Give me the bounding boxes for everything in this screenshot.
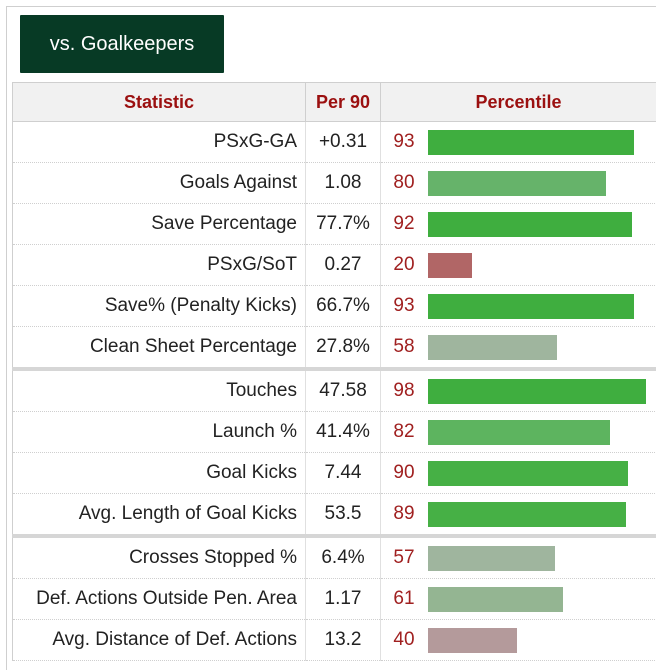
table-row: Save Percentage 77.7% 92: [12, 203, 656, 245]
percentile-cell: 89: [380, 493, 656, 538]
percentile-bar: [428, 420, 610, 445]
percentile-value: 90: [393, 462, 415, 483]
per90-cell: 66.7%: [305, 285, 381, 327]
statistic-cell: Goal Kicks: [12, 452, 306, 494]
percentile-value: 93: [393, 295, 415, 316]
per90-cell: +0.31: [305, 121, 381, 163]
percentile-bar: [428, 294, 634, 319]
percentile-value: 20: [393, 254, 415, 275]
per90-cell: 1.17: [305, 578, 381, 620]
percentile-cell: 58: [380, 326, 656, 371]
header-per90[interactable]: Per 90: [305, 82, 381, 122]
percentile-bar: [428, 546, 555, 571]
percentile-cell: 92: [380, 203, 656, 245]
table-header-row: Statistic Per 90 Percentile: [12, 82, 656, 122]
percentile-cell: 61: [380, 578, 656, 620]
stats-table-body: PSxG-GA +0.31 93 Goals Against 1.08 80 Save Pe…: [12, 121, 656, 661]
statistic-cell: Goals Against: [12, 162, 306, 204]
percentile-cell: 57: [380, 536, 656, 579]
statistic-cell: Touches: [12, 369, 306, 412]
per90-cell: 7.44: [305, 452, 381, 494]
percentile-value: 80: [393, 172, 415, 193]
percentile-bar: [428, 130, 634, 155]
percentile-bar: [428, 502, 626, 527]
table-row: Crosses Stopped % 6.4% 57: [12, 536, 656, 579]
header-percentile[interactable]: Percentile: [380, 82, 656, 122]
percentile-value: 58: [393, 336, 415, 357]
per90-cell: 41.4%: [305, 411, 381, 453]
statistic-cell: Clean Sheet Percentage: [12, 326, 306, 371]
table-row: Goals Against 1.08 80: [12, 162, 656, 204]
statistic-cell: Avg. Distance of Def. Actions: [12, 619, 306, 661]
table-row: PSxG-GA +0.31 93: [12, 121, 656, 163]
percentile-bar: [428, 171, 606, 196]
percentile-cell: 90: [380, 452, 656, 494]
per90-cell: 53.5: [305, 493, 381, 538]
percentile-value: 40: [393, 629, 415, 650]
percentile-cell: 98: [380, 369, 656, 412]
per90-cell: 13.2: [305, 619, 381, 661]
statistic-cell: Save% (Penalty Kicks): [12, 285, 306, 327]
percentile-bar: [428, 335, 557, 360]
percentile-value: 61: [393, 588, 415, 609]
percentile-value: 98: [393, 380, 415, 401]
table-row: Touches 47.58 98: [12, 369, 656, 412]
table-row: Launch % 41.4% 82: [12, 411, 656, 453]
statistic-cell: Save Percentage: [12, 203, 306, 245]
table-row: Save% (Penalty Kicks) 66.7% 93: [12, 285, 656, 327]
per90-cell: 27.8%: [305, 326, 381, 371]
statistic-cell: PSxG-GA: [12, 121, 306, 163]
percentile-cell: 93: [380, 285, 656, 327]
percentile-bar: [428, 461, 628, 486]
statistic-cell: Launch %: [12, 411, 306, 453]
table-row: Avg. Length of Goal Kicks 53.5 89: [12, 493, 656, 538]
statistic-cell: Crosses Stopped %: [12, 536, 306, 579]
percentile-value: 89: [393, 503, 415, 524]
stats-table: Statistic Per 90 Percentile PSxG-GA +0.31…: [12, 82, 656, 661]
table-row: PSxG/SoT 0.27 20: [12, 244, 656, 286]
percentile-value: 57: [393, 547, 415, 568]
percentile-bar: [428, 212, 632, 237]
header-statistic[interactable]: Statistic: [12, 82, 306, 122]
per90-cell: 77.7%: [305, 203, 381, 245]
percentile-bar: [428, 253, 472, 278]
percentile-cell: 80: [380, 162, 656, 204]
table-row: Goal Kicks 7.44 90: [12, 452, 656, 494]
percentile-cell: 82: [380, 411, 656, 453]
statistic-cell: Avg. Length of Goal Kicks: [12, 493, 306, 538]
table-row: Avg. Distance of Def. Actions 13.2 40: [12, 619, 656, 661]
percentile-bar: [428, 379, 646, 404]
per90-cell: 1.08: [305, 162, 381, 204]
per90-cell: 0.27: [305, 244, 381, 286]
percentile-bar: [428, 587, 563, 612]
table-row: Clean Sheet Percentage 27.8% 58: [12, 326, 656, 371]
table-row: Def. Actions Outside Pen. Area 1.17 61: [12, 578, 656, 620]
per90-cell: 47.58: [305, 369, 381, 412]
statistic-cell: PSxG/SoT: [12, 244, 306, 286]
percentile-cell: 20: [380, 244, 656, 286]
tab-vs-goalkeepers[interactable]: vs. Goalkeepers: [20, 15, 224, 73]
per90-cell: 6.4%: [305, 536, 381, 579]
percentile-cell: 40: [380, 619, 656, 661]
statistic-cell: Def. Actions Outside Pen. Area: [12, 578, 306, 620]
percentile-value: 92: [393, 213, 415, 234]
percentile-value: 82: [393, 421, 415, 442]
percentile-value: 93: [393, 131, 415, 152]
percentile-cell: 93: [380, 121, 656, 163]
percentile-bar: [428, 628, 517, 653]
